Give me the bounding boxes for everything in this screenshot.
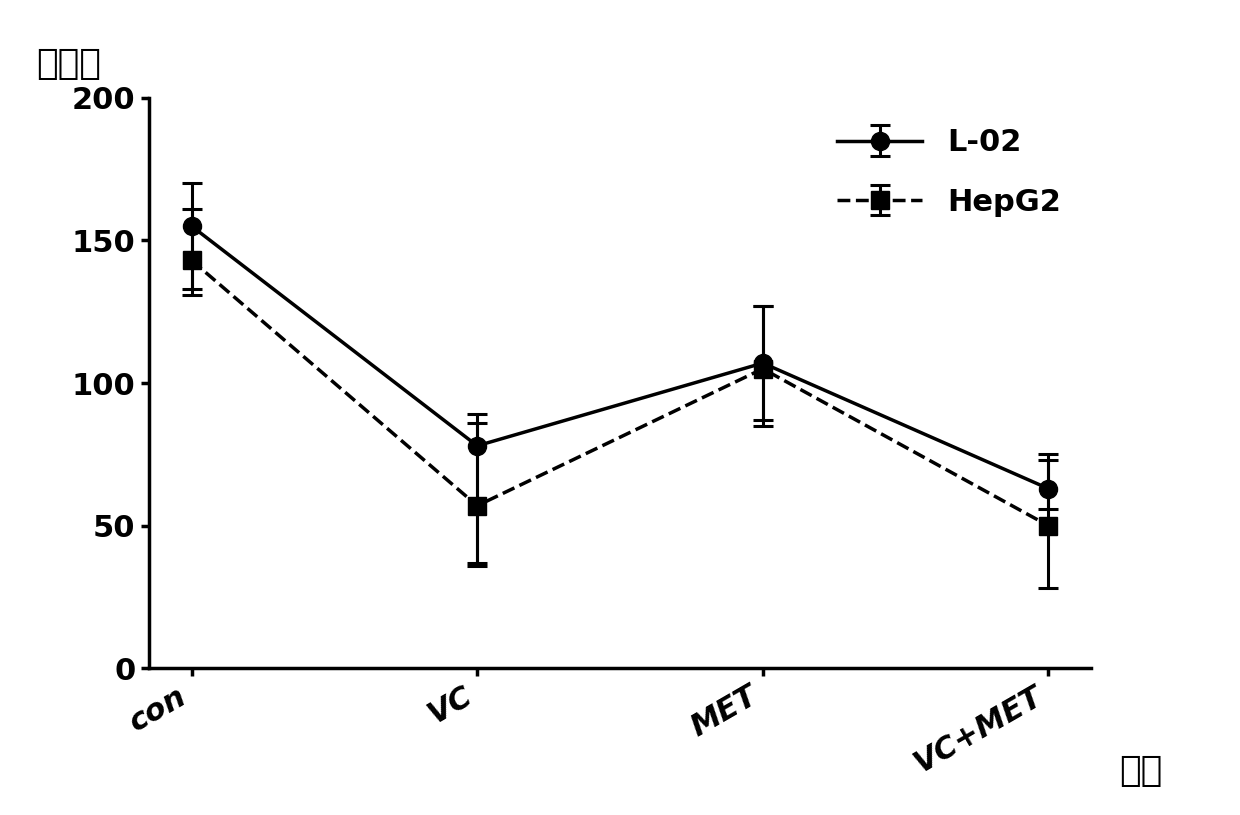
Text: 集落数: 集落数 <box>36 46 100 81</box>
Text: 分组: 分组 <box>1120 754 1163 788</box>
Legend: L-02, HepG2: L-02, HepG2 <box>821 113 1076 232</box>
